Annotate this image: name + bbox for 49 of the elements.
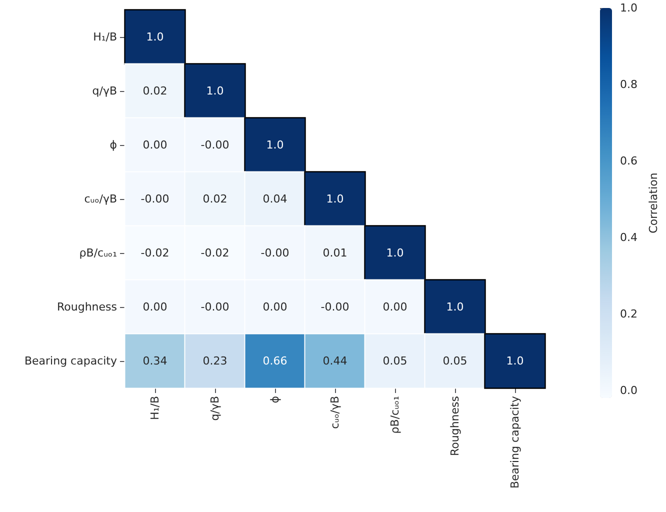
data-label: -0.00 bbox=[200, 300, 230, 314]
x-tick-label: H₁/B bbox=[148, 396, 162, 420]
color-bar-label: 0.8 bbox=[620, 78, 638, 91]
data-label: 0.05 bbox=[382, 354, 408, 368]
y-tick-label: H₁/B bbox=[93, 30, 117, 44]
x-tick-label: cᵤₒ/γB bbox=[328, 396, 342, 429]
data-label: 0.04 bbox=[262, 192, 288, 206]
color-bar-label: 0.6 bbox=[620, 154, 638, 168]
data-label: -0.02 bbox=[140, 246, 170, 260]
data-label: 0.00 bbox=[142, 138, 168, 152]
data-label: 0.00 bbox=[262, 300, 288, 314]
y-tick-label: cᵤₒ/γB bbox=[84, 192, 117, 206]
data-label: 0.00 bbox=[382, 300, 408, 314]
color-bar-label: 0.2 bbox=[620, 307, 638, 320]
y-tick-label: ρB/cᵤₒ₁ bbox=[79, 246, 117, 260]
x-tick-label: ϕ bbox=[268, 396, 282, 404]
color-bar-title: Correlation bbox=[647, 172, 660, 234]
data-label: 0.66 bbox=[262, 354, 288, 368]
x-tick-label: Roughness bbox=[448, 396, 462, 456]
data-label: -0.02 bbox=[200, 246, 230, 260]
data-label: -0.00 bbox=[200, 138, 230, 152]
data-label: -0.00 bbox=[320, 300, 350, 314]
data-label: 1.0 bbox=[146, 30, 164, 44]
data-label: 1.0 bbox=[266, 138, 284, 152]
data-label: -0.00 bbox=[140, 192, 170, 206]
y-tick-label: q/γB bbox=[92, 84, 117, 98]
data-label: 1.0 bbox=[206, 84, 224, 98]
data-label: 0.01 bbox=[322, 246, 348, 260]
data-label: 0.34 bbox=[142, 354, 168, 368]
data-label: -0.00 bbox=[260, 246, 290, 260]
data-label: 0.02 bbox=[202, 192, 228, 206]
color-bar-label: 1.0 bbox=[620, 2, 638, 14]
color-bar-label: 0.0 bbox=[620, 384, 638, 397]
data-label: 0.23 bbox=[202, 354, 228, 368]
data-label: 0.05 bbox=[442, 354, 468, 368]
data-label: 0.00 bbox=[142, 300, 168, 314]
data-label: 1.0 bbox=[386, 246, 404, 260]
data-label: 1.0 bbox=[506, 354, 524, 368]
data-label: 0.44 bbox=[322, 354, 348, 368]
data-label: 0.02 bbox=[142, 84, 168, 98]
data-label: 1.0 bbox=[326, 192, 344, 206]
x-tick-label: Bearing capacity bbox=[508, 396, 522, 489]
color-bar-label: 0.4 bbox=[620, 230, 638, 244]
x-tick-label: ρB/cᵤₒ₁ bbox=[388, 396, 402, 434]
y-tick-label: ϕ bbox=[110, 138, 117, 152]
y-tick-label: Roughness bbox=[56, 300, 118, 314]
y-tick-label: Bearing capacity bbox=[24, 354, 118, 368]
x-tick-label: q/γB bbox=[208, 396, 222, 421]
data-label: 1.0 bbox=[446, 300, 464, 314]
